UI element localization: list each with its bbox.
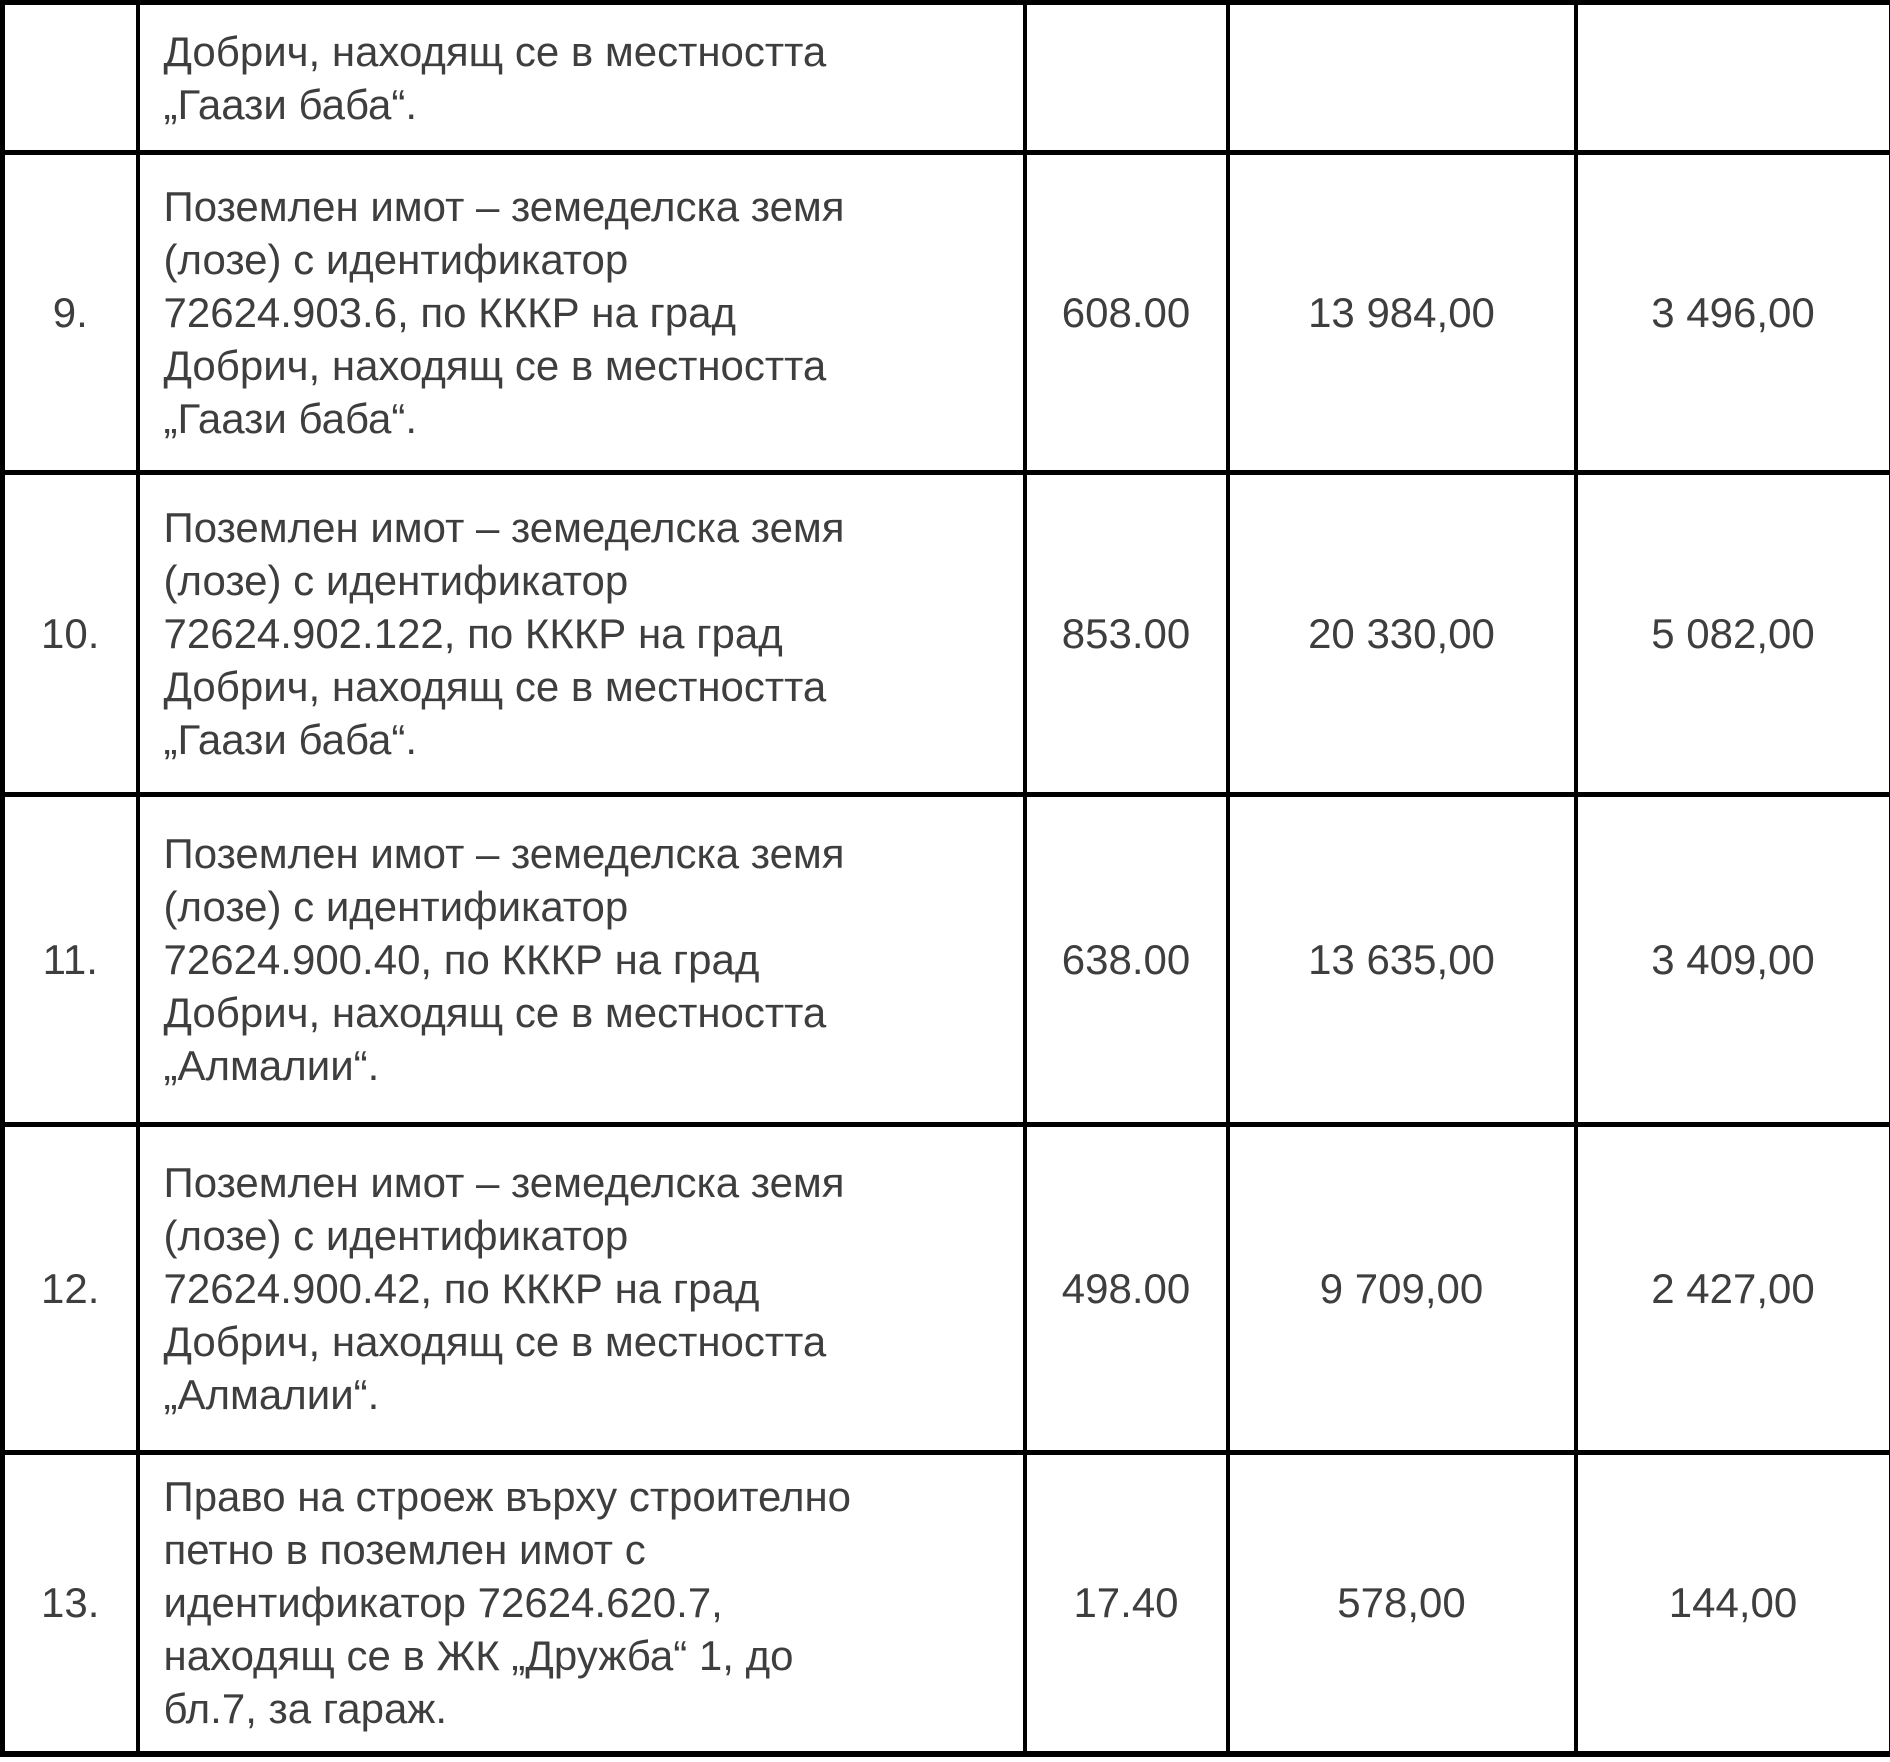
table-row: 13. Право на строеж върху строително пет… [0, 1450, 1890, 1756]
row-number-cell [0, 0, 140, 155]
table-row: 12. Поземлен имот – земеделска земя (лоз… [0, 1122, 1890, 1455]
row-number-cell: 13. [0, 1450, 140, 1756]
table-row-partial: Добрич, находящ се в местността „Гаази б… [0, 0, 1890, 155]
table-row: 10. Поземлен имот – земеделска земя (лоз… [0, 470, 1890, 797]
amount-cell [1225, 0, 1578, 155]
amount-cell: 578,00 [1225, 1450, 1578, 1756]
area-cell: 17.40 [1022, 1450, 1230, 1756]
row-number-cell: 10. [0, 470, 140, 797]
description-cell: Поземлен имот – земеделска земя (лозе) с… [135, 792, 1027, 1127]
description-cell: Право на строеж върху строително петно в… [135, 1450, 1027, 1756]
amount-cell: 144,00 [1573, 1450, 1890, 1756]
amount-cell: 2 427,00 [1573, 1122, 1890, 1455]
area-cell: 853.00 [1022, 470, 1230, 797]
row-number-cell: 11. [0, 792, 140, 1127]
area-cell [1022, 0, 1230, 155]
table-row: 9. Поземлен имот – земеделска земя (лозе… [0, 150, 1890, 475]
amount-cell: 3 496,00 [1573, 150, 1890, 475]
amount-cell: 13 635,00 [1225, 792, 1578, 1127]
description-cell: Поземлен имот – земеделска земя (лозе) с… [135, 470, 1027, 797]
amount-cell: 3 409,00 [1573, 792, 1890, 1127]
amount-cell: 9 709,00 [1225, 1122, 1578, 1455]
description-cell: Добрич, находящ се в местността „Гаази б… [135, 0, 1027, 155]
area-cell: 498.00 [1022, 1122, 1230, 1455]
amount-cell: 13 984,00 [1225, 150, 1578, 475]
table-row: 11. Поземлен имот – земеделска земя (лоз… [0, 792, 1890, 1127]
amount-cell [1573, 0, 1890, 155]
row-number-cell: 12. [0, 1122, 140, 1455]
row-number-cell: 9. [0, 150, 140, 475]
description-cell: Поземлен имот – земеделска земя (лозе) с… [135, 1122, 1027, 1455]
description-cell: Поземлен имот – земеделска земя (лозе) с… [135, 150, 1027, 475]
area-cell: 608.00 [1022, 150, 1230, 475]
amount-cell: 20 330,00 [1225, 470, 1578, 797]
amount-cell: 5 082,00 [1573, 470, 1890, 797]
area-cell: 638.00 [1022, 792, 1230, 1127]
